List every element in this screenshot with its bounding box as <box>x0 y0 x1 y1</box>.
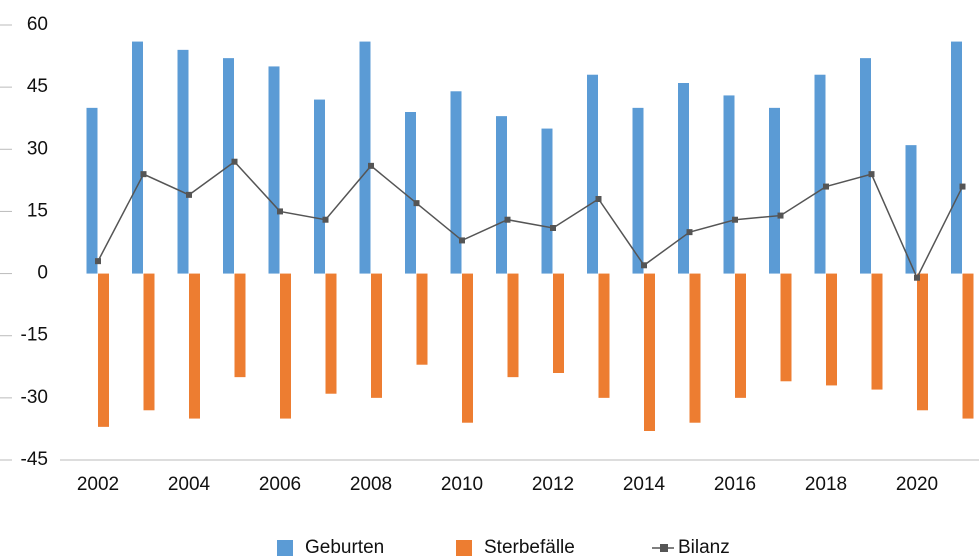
bar <box>962 273 974 419</box>
bar <box>587 74 598 274</box>
bar <box>507 273 519 378</box>
bar <box>689 273 701 423</box>
x-tick-label: 2004 <box>168 474 211 495</box>
bar <box>496 116 507 274</box>
bar <box>553 273 564 373</box>
y-tick-label: 45 <box>27 76 48 97</box>
line-marker <box>413 200 420 207</box>
x-tick-label: 2020 <box>896 474 938 495</box>
bar <box>405 112 416 274</box>
x-tick-label: 2016 <box>714 474 756 495</box>
bar <box>416 273 428 365</box>
bar <box>871 273 883 390</box>
line-marker <box>459 237 465 244</box>
bar <box>632 107 644 274</box>
y-tick-label: -45 <box>21 449 48 470</box>
line <box>97 160 964 280</box>
bar <box>951 41 962 274</box>
legend-swatch <box>456 540 472 556</box>
line-marker <box>595 196 602 202</box>
bar <box>314 99 325 274</box>
bar <box>917 273 928 411</box>
line-marker <box>914 274 920 281</box>
line-marker <box>686 229 693 236</box>
bar <box>769 107 780 274</box>
bar <box>860 58 871 274</box>
bar <box>598 273 610 398</box>
bar <box>268 66 280 274</box>
bar <box>780 273 792 382</box>
bar <box>462 273 473 423</box>
line-marker <box>868 171 875 178</box>
bar <box>723 95 735 274</box>
line-marker <box>277 208 283 215</box>
x-tick-label: 2014 <box>623 474 666 495</box>
y-tick-label: 0 <box>37 263 48 284</box>
bar <box>678 83 689 274</box>
line-marker <box>140 171 147 178</box>
x-tick-label: 2012 <box>532 474 574 495</box>
y-tick-label: 30 <box>27 138 48 159</box>
y-tick-label: 15 <box>27 200 48 221</box>
legend-label: Sterbefälle <box>484 537 575 558</box>
x-tick-label: 2018 <box>805 474 847 495</box>
bar <box>280 273 291 419</box>
bar <box>98 273 109 427</box>
bar <box>644 273 655 431</box>
line-marker <box>732 216 738 223</box>
bar <box>132 41 143 274</box>
line-marker <box>186 191 192 198</box>
bar <box>143 273 155 411</box>
x-tick-label: 2006 <box>259 474 301 495</box>
bar <box>735 273 746 398</box>
legend-label: Geburten <box>305 537 384 558</box>
line-marker <box>231 158 238 165</box>
bar <box>371 273 382 398</box>
line-marker <box>641 262 647 269</box>
line-marker <box>95 258 101 265</box>
bar <box>905 145 917 274</box>
line-marker <box>959 183 966 190</box>
bar <box>541 128 553 274</box>
line-marker <box>550 225 556 231</box>
x-tick-label: 2010 <box>441 474 483 495</box>
bar <box>814 74 826 274</box>
bar <box>359 41 371 274</box>
line-marker <box>368 162 374 169</box>
y-tick-label: -30 <box>21 387 48 408</box>
line-marker <box>504 216 511 223</box>
y-tick-label: 60 <box>27 14 48 35</box>
x-tick-label: 2008 <box>350 474 392 495</box>
bar <box>450 91 462 274</box>
legend-swatch <box>277 540 293 556</box>
y-tick-label: -15 <box>21 325 48 346</box>
bar <box>325 273 337 394</box>
bar <box>826 273 837 386</box>
line-marker <box>322 216 329 223</box>
bar <box>189 273 200 419</box>
legend-marker <box>660 544 668 552</box>
line-marker <box>823 183 829 190</box>
x-tick-label: 2002 <box>77 474 119 495</box>
legend-label: Bilanz <box>678 537 730 558</box>
bar <box>177 49 189 274</box>
line-marker <box>777 212 784 219</box>
bar <box>86 107 98 274</box>
bar <box>234 273 246 378</box>
